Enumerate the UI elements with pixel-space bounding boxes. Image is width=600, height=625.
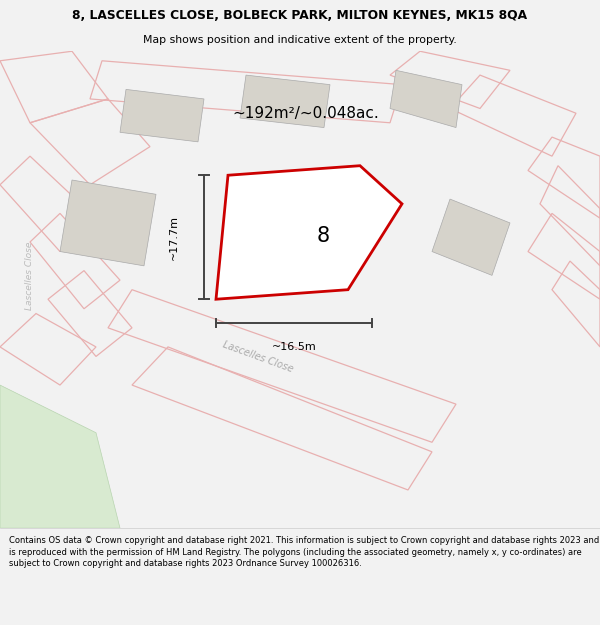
- Polygon shape: [60, 180, 156, 266]
- Text: 8, LASCELLES CLOSE, BOLBECK PARK, MILTON KEYNES, MK15 8QA: 8, LASCELLES CLOSE, BOLBECK PARK, MILTON…: [73, 9, 527, 22]
- Polygon shape: [240, 75, 330, 128]
- Text: Contains OS data © Crown copyright and database right 2021. This information is : Contains OS data © Crown copyright and d…: [9, 536, 599, 569]
- Text: Map shows position and indicative extent of the property.: Map shows position and indicative extent…: [143, 35, 457, 45]
- Text: ~192m²/~0.048ac.: ~192m²/~0.048ac.: [233, 106, 379, 121]
- Text: Lascelles Close: Lascelles Close: [25, 241, 35, 309]
- Polygon shape: [0, 385, 120, 528]
- Text: ~17.7m: ~17.7m: [169, 215, 179, 260]
- Text: Lascelles Close: Lascelles Close: [221, 339, 295, 374]
- Polygon shape: [216, 166, 402, 299]
- Polygon shape: [432, 199, 510, 276]
- Polygon shape: [120, 89, 204, 142]
- Text: 8: 8: [316, 226, 329, 246]
- Polygon shape: [390, 71, 462, 128]
- Text: ~16.5m: ~16.5m: [272, 342, 316, 352]
